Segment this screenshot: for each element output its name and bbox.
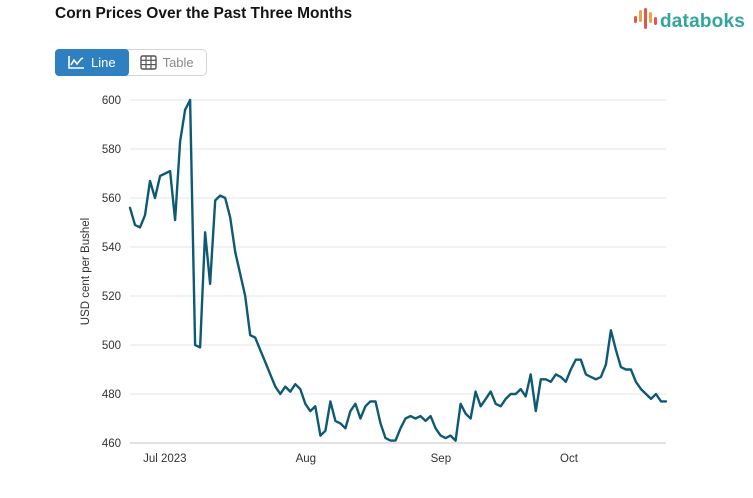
y-tick-label-520: 520 xyxy=(102,291,121,303)
x-tick-label-oct: Oct xyxy=(560,453,579,465)
databoks-logo: databoks xyxy=(633,6,745,37)
y-tick-label-500: 500 xyxy=(102,340,121,352)
y-tick-label-580: 580 xyxy=(102,144,121,156)
x-tick-label-jul-2023: Jul 2023 xyxy=(143,453,186,465)
table-grid-icon xyxy=(139,55,157,70)
x-tick-label-aug: Aug xyxy=(296,453,316,465)
table-view-button[interactable]: Table xyxy=(128,50,206,75)
y-axis-title: USD cent per Bushel xyxy=(80,218,92,325)
y-tick-label-540: 540 xyxy=(102,242,121,254)
line-view-button[interactable]: Line xyxy=(55,49,129,76)
line-view-label: Line xyxy=(91,55,116,70)
view-toggle-group: Line Table xyxy=(55,49,207,76)
y-tick-label-460: 460 xyxy=(102,438,121,450)
corn-price-series-line xyxy=(128,98,668,442)
databoks-logo-text: databoks xyxy=(659,10,745,32)
y-tick-label-480: 480 xyxy=(102,389,121,401)
databoks-bars-icon xyxy=(633,6,657,37)
table-view-label: Table xyxy=(162,55,194,70)
y-tick-label-600: 600 xyxy=(102,95,121,107)
line-chart-icon xyxy=(68,55,85,70)
corn-price-line-chart: 460 480 500 520 540 560 580 600 Jul 2023 Aug Sep Oc… xyxy=(80,95,668,465)
x-tick-label-sep: Sep xyxy=(431,453,451,465)
page-title: Corn Prices Over the Past Three Months xyxy=(55,5,353,22)
y-tick-label-560: 560 xyxy=(102,193,121,205)
